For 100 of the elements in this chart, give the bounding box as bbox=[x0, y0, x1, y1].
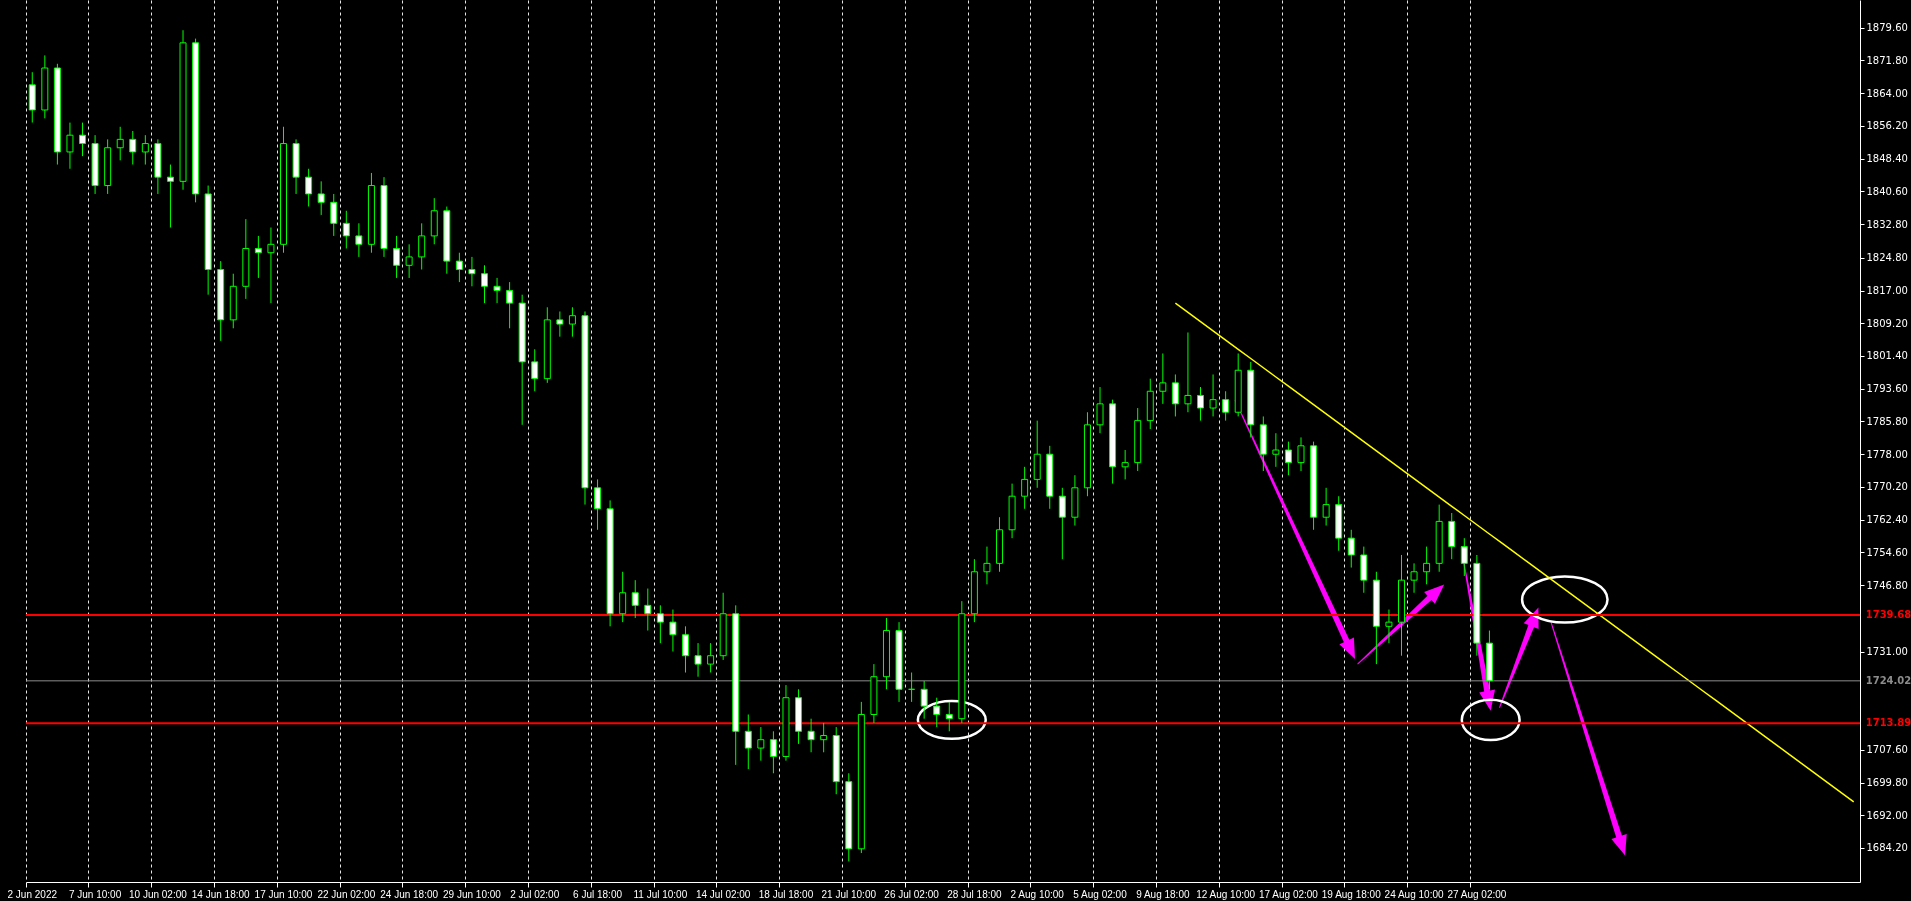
candlestick bbox=[1322, 487, 1330, 527]
x-tick-label: 10 Jun 02:00 bbox=[128, 888, 188, 900]
candlestick bbox=[757, 726, 765, 762]
candlestick bbox=[1284, 441, 1292, 476]
y-tick-label: 1871.80 bbox=[1866, 54, 1908, 66]
x-tick-label: 17 Aug 02:00 bbox=[1258, 888, 1319, 900]
candlestick bbox=[418, 222, 426, 271]
x-tick-label: 9 Aug 18:00 bbox=[1136, 888, 1190, 900]
x-tick-label: 18 Jul 18:00 bbox=[758, 888, 814, 900]
candlestick bbox=[1209, 373, 1217, 417]
y-tick-label: 1770.20 bbox=[1866, 481, 1908, 493]
x-tick-label: 24 Aug 10:00 bbox=[1384, 888, 1444, 900]
candlestick bbox=[506, 281, 514, 329]
x-tick-label: 5 Aug 02:00 bbox=[1073, 888, 1128, 900]
y-tick-label: 1684.20 bbox=[1866, 842, 1908, 854]
x-tick-label: 22 Jun 02:00 bbox=[317, 888, 376, 900]
candlestick bbox=[681, 625, 689, 674]
candlestick bbox=[568, 306, 576, 338]
candlestick bbox=[669, 609, 677, 653]
x-tick-label: 2 Jun 2022 bbox=[7, 888, 58, 900]
candlestick bbox=[493, 277, 501, 304]
candlestick bbox=[1460, 537, 1468, 577]
candlestick bbox=[945, 701, 953, 732]
candlestick bbox=[166, 164, 174, 229]
candlestick bbox=[468, 256, 476, 287]
y-tick-label: 1832.80 bbox=[1866, 218, 1908, 230]
y-tick-label: 1746.80 bbox=[1866, 579, 1908, 591]
candlestick bbox=[393, 235, 401, 279]
y-tick-label: 1840.60 bbox=[1866, 185, 1908, 197]
candlestick bbox=[1058, 487, 1066, 560]
candlestick bbox=[1297, 436, 1305, 472]
x-tick-label: 26 Jul 02:00 bbox=[884, 888, 940, 900]
candlestick bbox=[619, 571, 627, 623]
x-tick-label: 7 Jun 10:00 bbox=[68, 888, 122, 900]
candlestick bbox=[644, 588, 652, 632]
candlestick bbox=[807, 718, 815, 753]
y-tick-label: 1879.60 bbox=[1866, 22, 1908, 34]
x-tick-label: 14 Jul 02:00 bbox=[695, 888, 751, 900]
candlestick bbox=[1222, 390, 1230, 422]
ref-line-label: 1713.89 bbox=[1865, 717, 1911, 729]
candlestick bbox=[355, 222, 363, 258]
candlestick bbox=[656, 604, 664, 644]
candlestick bbox=[1021, 466, 1029, 510]
candlestick bbox=[66, 122, 74, 170]
x-tick-label: 28 Jul 18:00 bbox=[947, 888, 1003, 900]
candlestick bbox=[481, 264, 488, 304]
y-tick-label: 1848.40 bbox=[1866, 153, 1908, 165]
candlestick bbox=[694, 642, 702, 678]
candlestick bbox=[405, 243, 413, 279]
candlestick bbox=[1184, 331, 1192, 413]
candlestick bbox=[1272, 432, 1280, 468]
candlestick bbox=[254, 235, 262, 279]
candlestick bbox=[983, 546, 991, 585]
y-tick-label: 1778.00 bbox=[1866, 448, 1908, 460]
y-tick-label: 1856.20 bbox=[1866, 120, 1908, 132]
x-tick-label: 19 Aug 18:00 bbox=[1321, 888, 1382, 900]
candlestick bbox=[531, 348, 539, 392]
candlestick bbox=[267, 227, 275, 304]
candlestick bbox=[129, 130, 137, 166]
candlestick bbox=[1096, 386, 1104, 434]
candlestick bbox=[79, 122, 87, 157]
candlestick bbox=[116, 126, 124, 161]
x-tick-label: 29 Jun 10:00 bbox=[443, 888, 502, 900]
x-tick-label: 11 Jul 10:00 bbox=[633, 888, 688, 900]
x-tick-label: 17 Jun 10:00 bbox=[254, 888, 313, 900]
candlestick bbox=[556, 310, 564, 338]
candlestick bbox=[455, 252, 463, 283]
candlestick bbox=[317, 180, 325, 216]
y-tick-label: 1762.40 bbox=[1866, 514, 1908, 526]
candlestick bbox=[594, 478, 602, 531]
candlestick bbox=[1159, 352, 1167, 405]
y-tick-label: 1692.00 bbox=[1866, 809, 1908, 821]
y-tick-label: 1707.60 bbox=[1866, 744, 1908, 756]
candlestick bbox=[744, 714, 752, 770]
candlestick bbox=[1385, 609, 1393, 644]
candlestick bbox=[820, 722, 828, 753]
candlestick bbox=[342, 210, 350, 250]
candlestick bbox=[769, 730, 777, 774]
y-tick-label: 1801.40 bbox=[1866, 350, 1908, 362]
candlestick bbox=[920, 680, 928, 720]
candlestick bbox=[305, 168, 313, 208]
candlestick bbox=[330, 193, 338, 237]
candlestick bbox=[1121, 449, 1129, 480]
x-tick-label: 6 Jul 18:00 bbox=[573, 888, 623, 900]
candlestick bbox=[1347, 529, 1355, 569]
y-tick-label: 1731.00 bbox=[1866, 646, 1908, 658]
x-tick-label: 2 Jul 02:00 bbox=[510, 888, 560, 900]
y-tick-label: 1864.00 bbox=[1866, 87, 1908, 99]
candlestick bbox=[141, 134, 149, 166]
x-tick-label: 21 Jul 10:00 bbox=[821, 888, 877, 900]
x-tick-label: 27 Aug 02:00 bbox=[1447, 888, 1507, 900]
y-tick-label: 1699.80 bbox=[1866, 777, 1908, 789]
candlestick bbox=[1410, 562, 1418, 594]
line-series bbox=[1174, 302, 1855, 803]
x-tick-label: 2 Aug 10:00 bbox=[1010, 888, 1065, 900]
x-tick-label: 24 Jun 18:00 bbox=[380, 888, 439, 900]
candlestick bbox=[707, 642, 715, 674]
candlestick bbox=[933, 697, 941, 728]
x-tick-label: 14 Jun 18:00 bbox=[191, 888, 251, 900]
candlestick bbox=[1197, 386, 1205, 422]
